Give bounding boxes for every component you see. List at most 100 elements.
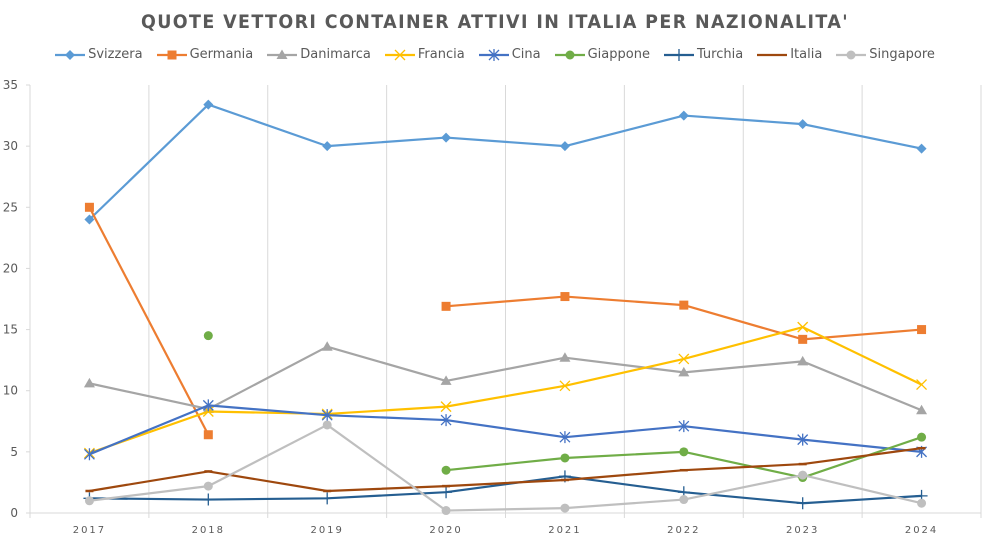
legend-label: Italia (790, 47, 823, 62)
legend-item-francia: Francia (384, 47, 465, 62)
y-tick-label: 5 (10, 445, 18, 459)
legend-item-turchia: Turchia (663, 47, 744, 62)
legend-label: Svizzera (88, 47, 143, 62)
data-point (796, 497, 809, 510)
data-point (441, 506, 451, 516)
x-tick-label: 2017 (73, 525, 106, 536)
data-point (917, 432, 927, 442)
y-tick-label: 35 (3, 78, 18, 92)
legend-label: Giappone (587, 47, 650, 62)
legend: Svizzera Germania Danimarca Francia Cina Giap… (0, 47, 990, 62)
data-point (441, 132, 452, 143)
legend-swatch-icon (55, 49, 86, 60)
data-point (797, 321, 809, 333)
data-point (84, 202, 94, 212)
data-point (916, 404, 928, 415)
data-point (678, 353, 690, 365)
legend-swatch-icon (554, 50, 585, 59)
data-point (84, 214, 95, 225)
legend-marker-icon (276, 49, 288, 59)
legend-swatch-icon (384, 49, 415, 60)
legend-item-singapore: Singapore (836, 47, 935, 62)
data-point (440, 414, 452, 427)
data-point (560, 292, 570, 302)
legend-marker-icon (565, 50, 575, 59)
legend-marker-icon (846, 50, 856, 59)
data-point (798, 334, 808, 344)
legend-marker-icon (167, 50, 177, 59)
x-tick-label: 2018 (192, 525, 225, 536)
series-svizzera (84, 99, 927, 225)
data-point (440, 375, 452, 385)
data-point (678, 366, 690, 377)
data-point (83, 377, 95, 388)
data-point (203, 331, 213, 341)
x-tick-label: 2024 (905, 525, 938, 536)
series-line (88, 206, 210, 436)
data-point (559, 431, 571, 444)
legend-swatch-icon (836, 50, 867, 59)
data-point (440, 486, 453, 499)
data-point (322, 141, 333, 152)
data-point (560, 503, 570, 513)
series-line (89, 423, 922, 512)
series-singapore (84, 420, 927, 516)
legend-swatch-icon (478, 48, 509, 61)
legend-label: Germania (189, 47, 254, 62)
legend-swatch-icon (757, 53, 788, 56)
data-point (679, 300, 689, 310)
legend-item-danimarca: Danimarca (267, 47, 371, 62)
data-point (797, 119, 808, 130)
legend-item-svizzera: Svizzera (55, 47, 143, 62)
series-germania (84, 202, 927, 440)
legend-marker-icon (672, 48, 685, 61)
series-francia (83, 321, 928, 459)
series-line (89, 326, 923, 455)
y-tick-label: 30 (3, 139, 18, 153)
data-point (440, 401, 452, 413)
legend-swatch-icon (267, 49, 298, 59)
legend-label: Turchia (696, 47, 744, 62)
legend-swatch-icon (156, 50, 187, 59)
legend-marker-icon (65, 49, 76, 60)
series-cina (83, 399, 928, 461)
series-line (89, 404, 922, 456)
data-point (559, 380, 571, 392)
data-point (321, 341, 333, 351)
data-point (798, 470, 808, 480)
data-point (321, 409, 333, 422)
data-point (559, 352, 571, 362)
data-point (203, 430, 213, 440)
y-tick-label: 20 (3, 261, 18, 275)
y-tick-label: 25 (3, 200, 18, 214)
legend-marker-icon (394, 49, 406, 60)
legend-label: Danimarca (300, 47, 371, 62)
data-point (84, 496, 94, 506)
data-point (202, 399, 214, 412)
y-tick-label: 0 (10, 506, 18, 520)
data-point (917, 325, 927, 335)
y-tick-label: 10 (3, 384, 18, 398)
data-point (321, 492, 334, 505)
data-point (797, 355, 809, 366)
y-tick-label: 15 (3, 323, 18, 337)
legend-item-italia: Italia (757, 47, 822, 62)
data-point (203, 481, 213, 491)
data-point (441, 465, 451, 475)
data-point (678, 110, 689, 121)
legend-label: Cina (511, 47, 541, 62)
data-point (322, 420, 332, 430)
data-point (679, 447, 689, 457)
series-line (89, 345, 922, 412)
data-point (916, 143, 927, 154)
data-point (797, 433, 809, 446)
chart-title: QUOTE VETTORI CONTAINER ATTIVI IN ITALIA… (140, 11, 850, 33)
legend-swatch-icon (663, 48, 694, 61)
data-point (441, 301, 451, 311)
legend-marker-icon (488, 48, 500, 61)
data-point (559, 141, 570, 152)
x-tick-label: 2022 (667, 525, 700, 536)
x-tick-label: 2023 (786, 525, 819, 536)
legend-label: Francia (417, 47, 465, 62)
